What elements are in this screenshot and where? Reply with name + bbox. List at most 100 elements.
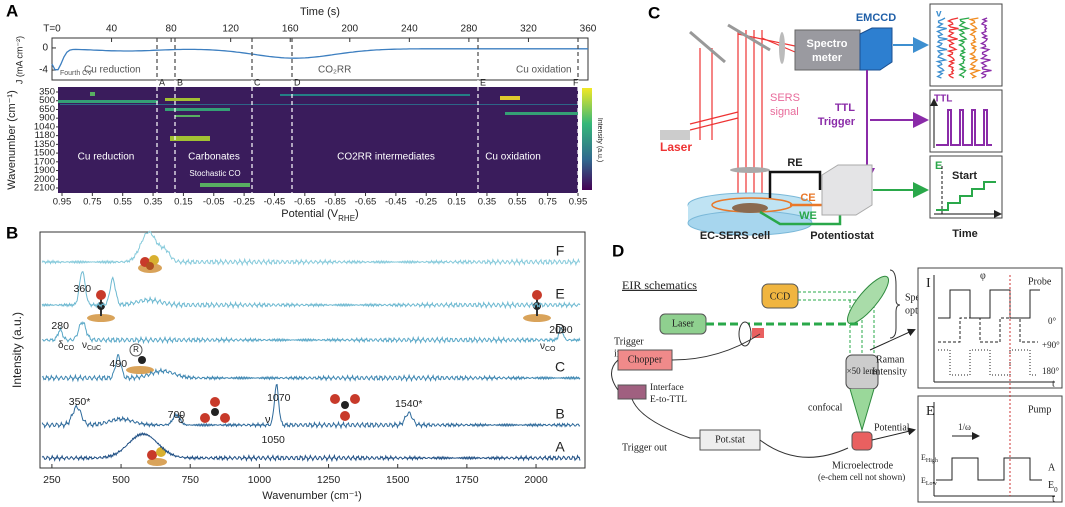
microelectrode	[851, 431, 873, 451]
lens	[779, 32, 785, 64]
molecule-icon	[340, 411, 350, 421]
spectrum-label: A	[555, 439, 565, 455]
label: φ	[980, 270, 986, 281]
y-tick-label: -4	[39, 65, 48, 76]
marker-label: A	[159, 77, 165, 87]
laser-source	[660, 130, 690, 140]
label: TTL	[934, 94, 952, 105]
molecule-icon	[330, 394, 340, 404]
mode-label: νCuC	[82, 340, 101, 353]
panel-label: C	[648, 3, 660, 22]
current-trace	[51, 48, 588, 71]
label: 1/ω	[958, 422, 971, 432]
label: RE	[787, 157, 802, 169]
phase-label: Cu reduction	[84, 65, 141, 76]
inset-box	[917, 267, 1063, 389]
label: SERS	[770, 92, 800, 104]
label: CCD	[770, 291, 791, 302]
inset-spectra	[935, 17, 992, 79]
label: Potential	[874, 422, 910, 433]
molecule-icon	[147, 450, 157, 460]
label: I	[926, 276, 931, 291]
label: E-to-TTL	[650, 395, 687, 405]
marker-label: F	[573, 77, 579, 87]
phase-label: Cu oxidation	[516, 65, 572, 76]
inset-spectrum	[968, 17, 982, 79]
inset-spectrum	[935, 17, 948, 79]
label-part: ν	[82, 340, 87, 351]
heatmap-streak	[280, 94, 470, 96]
interface	[617, 384, 647, 400]
axis-title: Wavenumber (cm⁻¹)	[262, 490, 362, 502]
inset-spectrum	[957, 17, 971, 79]
optics	[847, 275, 889, 325]
label-part: RHE	[338, 214, 355, 223]
staircase	[936, 181, 996, 211]
x-tick-label: 240	[401, 24, 418, 35]
spectrum-label: E	[555, 286, 564, 302]
heatmap-streak	[90, 92, 95, 96]
label-part: E	[921, 476, 926, 485]
molecule-icon	[211, 408, 219, 416]
x-tick-label: 0.95	[569, 197, 588, 208]
arrow	[871, 427, 916, 441]
x-tick-label: 0.35	[144, 197, 163, 208]
inset-box	[929, 89, 1003, 153]
x-tick-label: 1500	[386, 474, 410, 486]
heatmap-streak	[165, 108, 230, 111]
square-waves	[938, 289, 1040, 319]
molecule-icon	[129, 343, 143, 357]
x-tick-label: 0.55	[508, 197, 527, 208]
label: Pump	[1028, 404, 1051, 415]
label-part: High	[926, 458, 938, 464]
laser-beams	[689, 111, 739, 125]
label: Pot.stat	[715, 434, 745, 445]
spectrometer	[794, 29, 861, 71]
x-tick-label: -0.25	[415, 197, 437, 208]
mode-label: δ	[178, 414, 184, 426]
x-tick-label: T=0	[43, 24, 61, 35]
label-part: CuC	[87, 345, 101, 352]
heatmap-streak	[170, 136, 210, 141]
y-tick-label: 500	[39, 95, 55, 106]
peak-label: 1070	[267, 392, 291, 404]
y-tick-label: 1040	[34, 121, 55, 132]
inset-spectrum	[979, 17, 992, 79]
peak-label: 1050	[262, 434, 286, 446]
peak-label: 2090	[549, 324, 573, 336]
axis-title: Wavenumber (cm⁻¹)	[6, 90, 18, 190]
label-part: E	[921, 453, 926, 462]
label-part: Potential (V	[281, 208, 339, 220]
heatmap-streak	[60, 104, 578, 105]
y-tick-label: 1350	[34, 139, 55, 150]
heatmap-streak	[58, 100, 158, 103]
square-waves	[938, 317, 1038, 343]
laser-beams	[689, 117, 739, 131]
label: Potentiostat	[810, 230, 874, 242]
label: Trigger	[614, 336, 644, 347]
beam	[798, 291, 875, 355]
molecule-icon	[532, 290, 542, 300]
square-waves	[938, 349, 1038, 376]
chopper-wheel	[738, 321, 752, 347]
molecule-icon	[126, 366, 154, 374]
marker-label: E	[480, 77, 486, 87]
label: Trigger	[818, 116, 856, 128]
x-tick-label: 1750	[455, 474, 479, 486]
axis-title: J (mA cm⁻²)	[14, 36, 24, 84]
marker-label: D	[294, 77, 301, 87]
x-tick-label: 750	[181, 474, 199, 486]
panel-label: D	[612, 241, 624, 260]
label-part: CO	[545, 346, 556, 353]
heatmap-streak	[165, 98, 200, 101]
arrow	[869, 328, 916, 351]
x-tick-label: 200	[341, 24, 358, 35]
label: Trigger out	[622, 442, 667, 453]
label: Raman	[876, 354, 904, 365]
x-tick-label: -0.25	[233, 197, 255, 208]
heatmap-streak	[505, 112, 578, 115]
mirror	[689, 30, 726, 64]
peak-label: 490	[110, 358, 128, 370]
axis-title: Time (s)	[300, 6, 340, 18]
